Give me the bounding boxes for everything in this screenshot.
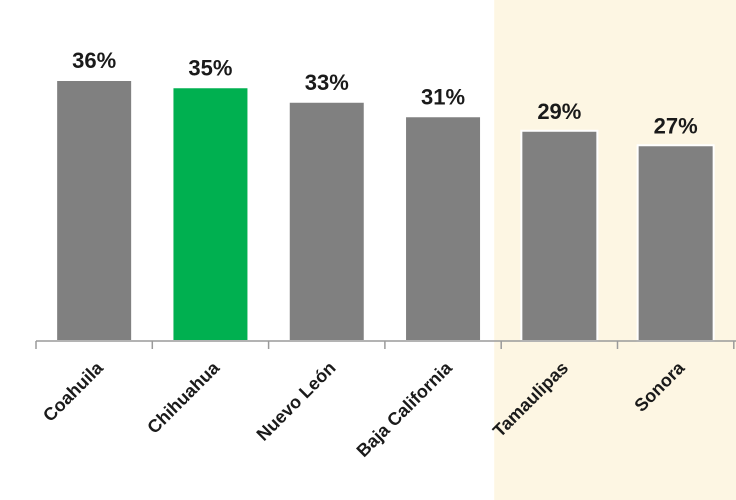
value-label-baja-california: 31% bbox=[421, 84, 465, 109]
x-tick-label-coahuila: Coahuila bbox=[39, 357, 108, 426]
bar-coahuila bbox=[55, 79, 134, 342]
x-tick-label-baja-california: Baja California bbox=[353, 357, 457, 461]
bar-nuevo-le-n bbox=[287, 100, 366, 342]
bar-chihuahua bbox=[171, 86, 250, 342]
x-tick-label-chihuahua: Chihuahua bbox=[143, 357, 224, 438]
bar-tamaulipas bbox=[520, 129, 599, 342]
bars-group bbox=[55, 79, 715, 342]
value-label-chihuahua: 35% bbox=[188, 55, 232, 80]
value-label-sonora: 27% bbox=[654, 113, 698, 138]
x-tick-label-nuevo-le-n: Nuevo León bbox=[253, 358, 340, 445]
value-label-nuevo-le-n: 33% bbox=[305, 70, 349, 95]
value-label-coahuila: 36% bbox=[72, 48, 116, 73]
value-label-tamaulipas: 29% bbox=[537, 99, 581, 124]
x-axis-ticks bbox=[35, 341, 735, 349]
value-labels-group: 36% 35% 33% 31% 29% 27% bbox=[72, 48, 698, 138]
bar-sonora bbox=[636, 144, 715, 342]
bar-baja-california bbox=[404, 115, 483, 342]
